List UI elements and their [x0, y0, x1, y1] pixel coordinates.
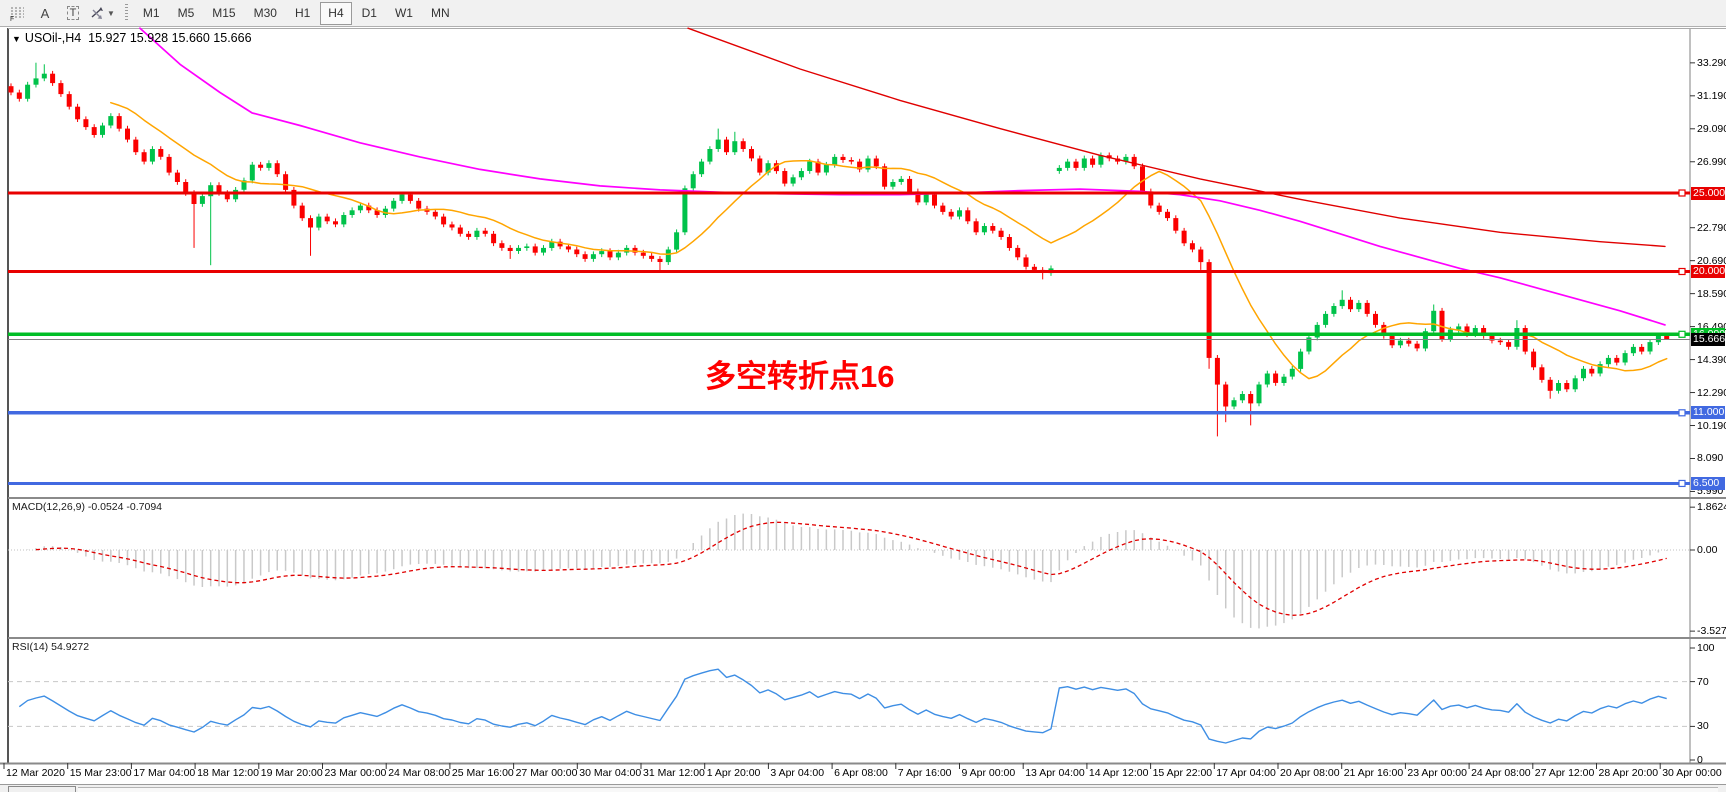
fibonacci-tool-button[interactable]: F — [4, 1, 30, 25]
arrows-icon — [91, 7, 103, 19]
time-axis-label[interactable]: 9 Apr 00:00 — [961, 767, 1016, 779]
time-axis-label[interactable]: 18 Mar 12:00 — [197, 767, 259, 779]
time-axis-label[interactable]: 30 Apr 00:00 — [1662, 767, 1722, 779]
time-axis-label[interactable]: 14 Apr 12:00 — [1088, 767, 1149, 779]
price-axis-label[interactable]: 18.590 — [1697, 287, 1726, 300]
level-line-marker-11.000[interactable] — [1678, 409, 1686, 417]
timeframe-button-D1[interactable]: D1 — [361, 6, 377, 20]
time-axis-label[interactable]: 19 Mar 20:00 — [260, 767, 323, 779]
time-axis-label[interactable]: 30 Mar 04:00 — [579, 767, 642, 779]
candlesticks — [8, 62, 1670, 437]
timeframe-button-M1[interactable]: M1 — [142, 6, 160, 20]
price-axis-label[interactable]: 26.990 — [1697, 155, 1726, 168]
toolbar: F A T ▼ M1 M5 M15 M30 H1 H4 D1 W1 MN — [0, 0, 1726, 27]
symbol-label: USOil-,H4 — [24, 31, 82, 45]
svg-text:F: F — [10, 16, 14, 21]
time-axis-label[interactable]: 1 Apr 20:00 — [706, 767, 761, 779]
price-axis-label[interactable]: 16.490 — [1697, 320, 1726, 333]
text-label-tool-button[interactable]: T — [60, 1, 86, 25]
macd-histogram — [26, 513, 1668, 629]
price-axis-label[interactable]: 5.990 — [1697, 485, 1724, 498]
timeframe-button-M15[interactable]: M15 — [212, 6, 236, 20]
text-label-icon: T — [66, 6, 80, 20]
time-axis-label[interactable]: 24 Apr 08:00 — [1471, 767, 1531, 779]
rsi-line — [18, 668, 1667, 744]
timeframe-button-MN[interactable]: MN — [430, 6, 450, 20]
time-axis-label[interactable]: 17 Apr 04:00 — [1216, 767, 1276, 779]
time-axis-label[interactable]: 3 Apr 04:00 — [770, 767, 825, 779]
timeframe-button-H4[interactable]: H4 — [320, 1, 352, 25]
time-axis-label[interactable]: 6 Apr 08:00 — [834, 767, 888, 779]
time-axis-label[interactable]: 7 Apr 16:00 — [897, 767, 952, 779]
price-axis-label[interactable]: 10.190 — [1697, 419, 1726, 432]
symbol-dropdown-icon[interactable]: ▼ — [12, 34, 21, 44]
text-tool-icon: A — [40, 5, 50, 21]
chart-tab[interactable] — [8, 786, 76, 792]
magenta-moving-average — [139, 27, 1666, 326]
level-line-marker-25.000[interactable] — [1678, 189, 1686, 197]
ohlc-low: 15.660 — [171, 31, 210, 45]
time-axis-label[interactable]: 24 Mar 08:00 — [388, 767, 451, 779]
price-axis-label[interactable]: 22.790 — [1697, 221, 1726, 234]
ohlc-high: 15.928 — [129, 31, 169, 45]
time-axis-label[interactable]: 23 Mar 00:00 — [324, 767, 387, 779]
time-axis-label[interactable]: 31 Mar 12:00 — [643, 767, 705, 779]
price-axis-label[interactable]: 8.090 — [1697, 452, 1724, 465]
level-line-marker-20.000[interactable] — [1678, 267, 1686, 276]
time-axis-label[interactable]: 23 Apr 00:00 — [1407, 767, 1467, 779]
arrow-tools-button[interactable]: ▼ — [88, 1, 116, 25]
timeframe-button-M30[interactable]: M30 — [253, 6, 277, 20]
orange-moving-average — [110, 101, 1668, 380]
price-axis-label[interactable]: 12.290 — [1697, 386, 1726, 399]
price-axis-label[interactable]: 29.090 — [1697, 122, 1726, 135]
timeframe-button-M5[interactable]: M5 — [177, 6, 195, 20]
macd-signal-line — [35, 521, 1667, 616]
price-axis-label[interactable]: 14.390 — [1697, 353, 1726, 366]
red-moving-average — [687, 27, 1666, 248]
time-axis-label[interactable]: 27 Mar 00:00 — [515, 767, 578, 779]
time-axis-label[interactable]: 28 Apr 20:00 — [1598, 767, 1659, 779]
text-tool-button[interactable]: A — [32, 1, 58, 25]
time-axis-label[interactable]: 25 Mar 16:00 — [451, 767, 514, 779]
rsi-indicator-label: RSI(14) 54.9272 — [12, 641, 90, 653]
fibonacci-icon: F — [10, 7, 24, 21]
level-line-marker-16.000[interactable] — [1678, 330, 1686, 338]
level-line-marker-6.500[interactable] — [1678, 479, 1686, 488]
time-axis-label[interactable]: 15 Apr 22:00 — [1152, 767, 1213, 779]
time-axis-label[interactable]: 13 Apr 04:00 — [1025, 767, 1085, 779]
time-axis-label[interactable]: 15 Mar 23:00 — [69, 767, 132, 779]
ohlc-close: 15.666 — [213, 31, 252, 45]
time-axis-label[interactable]: 21 Apr 16:00 — [1343, 767, 1404, 779]
chart-tab-strip[interactable] — [0, 784, 1726, 792]
time-axis-label[interactable]: 12 Mar 2020 — [6, 767, 65, 779]
price-axis-label[interactable]: 31.190 — [1697, 89, 1726, 102]
macd-indicator-label: MACD(12,26,9) -0.0524 -0.7094 — [12, 501, 163, 513]
time-axis-label[interactable]: 20 Apr 08:00 — [1280, 767, 1340, 779]
dropdown-caret-icon: ▼ — [107, 8, 115, 18]
price-axis-label[interactable]: 20.690 — [1697, 254, 1726, 267]
chart-header: ▼ USOil-,H4 15.927 15.928 15.660 15.666 — [12, 31, 252, 45]
annotation-text[interactable]: 多空转折点16 — [705, 359, 895, 394]
price-axis-label[interactable]: 33.290 — [1697, 56, 1726, 69]
timeframe-button-W1[interactable]: W1 — [394, 6, 413, 20]
time-axis-label[interactable]: 17 Mar 04:00 — [133, 767, 196, 779]
ohlc-open: 15.927 — [88, 31, 127, 45]
chart-tab-area — [78, 787, 1718, 792]
timeframe-toolbar: M1 M5 M15 M30 H1 H4 D1 W1 MN — [134, 1, 459, 25]
toolbar-grip — [124, 4, 128, 22]
timeframe-button-H1[interactable]: H1 — [294, 6, 311, 20]
time-axis-label[interactable]: 27 Apr 12:00 — [1534, 767, 1595, 779]
